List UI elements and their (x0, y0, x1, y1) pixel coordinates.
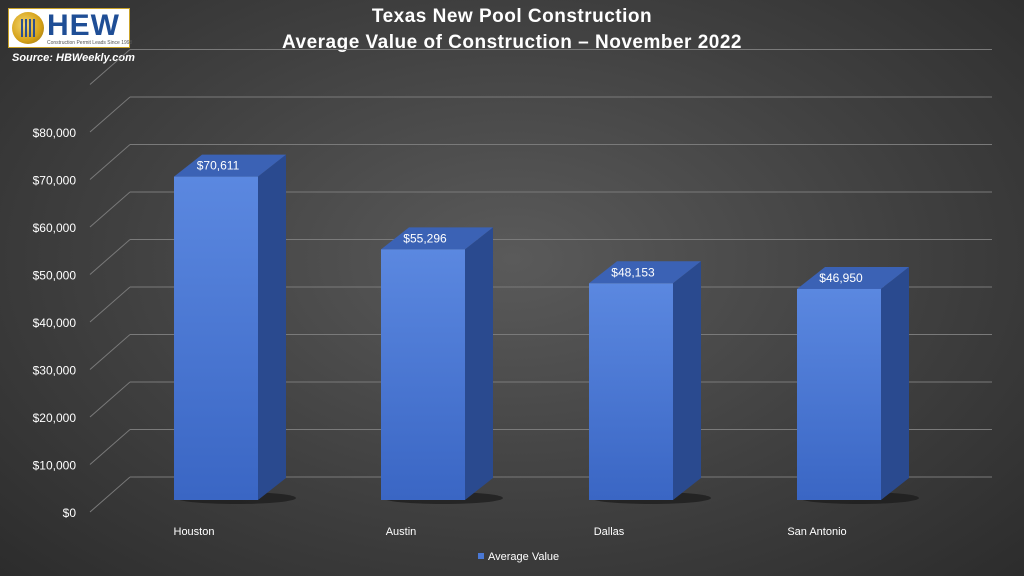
bar-side-face (465, 227, 493, 500)
bar-dallas (589, 283, 673, 500)
logo-emblem-icon (12, 12, 44, 44)
y-tick-label: $0 (63, 506, 77, 520)
gridline-diagonal (89, 191, 131, 228)
legend: Average Value (478, 551, 559, 563)
y-tick-label: $60,000 (33, 221, 77, 235)
data-label: $48,153 (611, 265, 655, 279)
gridline-diagonal (89, 49, 131, 85)
bar-side-face (673, 261, 701, 500)
gridline-diagonal (89, 334, 131, 370)
y-axis-ticks: $0 $10,000 $20,000 $30,000 $40,000 $50,000 $60… (33, 126, 77, 520)
bar-top-face (381, 227, 493, 250)
data-label: $46,950 (819, 271, 863, 285)
y-tick-label: $20,000 (33, 411, 77, 425)
y-tick-label: $70,000 (33, 174, 77, 188)
y-tick-label: $10,000 (33, 459, 77, 473)
gridline-diagonal (89, 96, 131, 133)
data-label: $55,296 (403, 231, 447, 245)
bar-top-face (174, 154, 286, 177)
gridline-diagonal (89, 286, 131, 323)
x-tick-label: Houston (174, 526, 215, 538)
y-tick-label: $80,000 (33, 126, 77, 140)
bar-top-face (589, 261, 701, 284)
gridline-diagonal (89, 429, 131, 465)
bar-top-face (797, 266, 909, 289)
bar-houston (174, 176, 258, 500)
data-label: $70,611 (197, 159, 240, 173)
gridline-diagonal (89, 381, 131, 418)
bar-austin (381, 249, 465, 500)
bar-side-face (881, 266, 909, 500)
legend-label: Average Value (488, 551, 559, 563)
gridline-diagonal (89, 476, 131, 513)
x-tick-label: Austin (386, 526, 417, 538)
source-note: Source: HBWeekly.com (12, 52, 135, 64)
bar-san-antonio (797, 288, 881, 500)
y-tick-label: $40,000 (33, 316, 77, 330)
y-tick-label: $30,000 (33, 364, 77, 378)
hbw-logo: HEW Construction Permit Leads Since 1998 (8, 8, 133, 48)
x-tick-label: Dallas (594, 526, 625, 538)
chart-title: Texas New Pool Construction (371, 6, 653, 27)
logo-text: HEW (47, 9, 120, 42)
x-tick-label: San Antonio (787, 526, 846, 538)
gridline-diagonal (89, 144, 131, 180)
bars (174, 154, 919, 504)
chart-subtitle: Average Value of Construction – November… (281, 32, 742, 53)
y-tick-label: $50,000 (33, 269, 77, 283)
x-axis-ticks: Houston Austin Dallas San Antonio (174, 526, 847, 538)
bar-side-face (258, 154, 286, 500)
data-labels: $70,611 $55,296 $48,153 $46,950 (197, 159, 863, 285)
legend-swatch (478, 553, 484, 559)
gridline-diagonal (89, 239, 131, 275)
logo-tagline: Construction Permit Leads Since 1998 (47, 40, 133, 46)
